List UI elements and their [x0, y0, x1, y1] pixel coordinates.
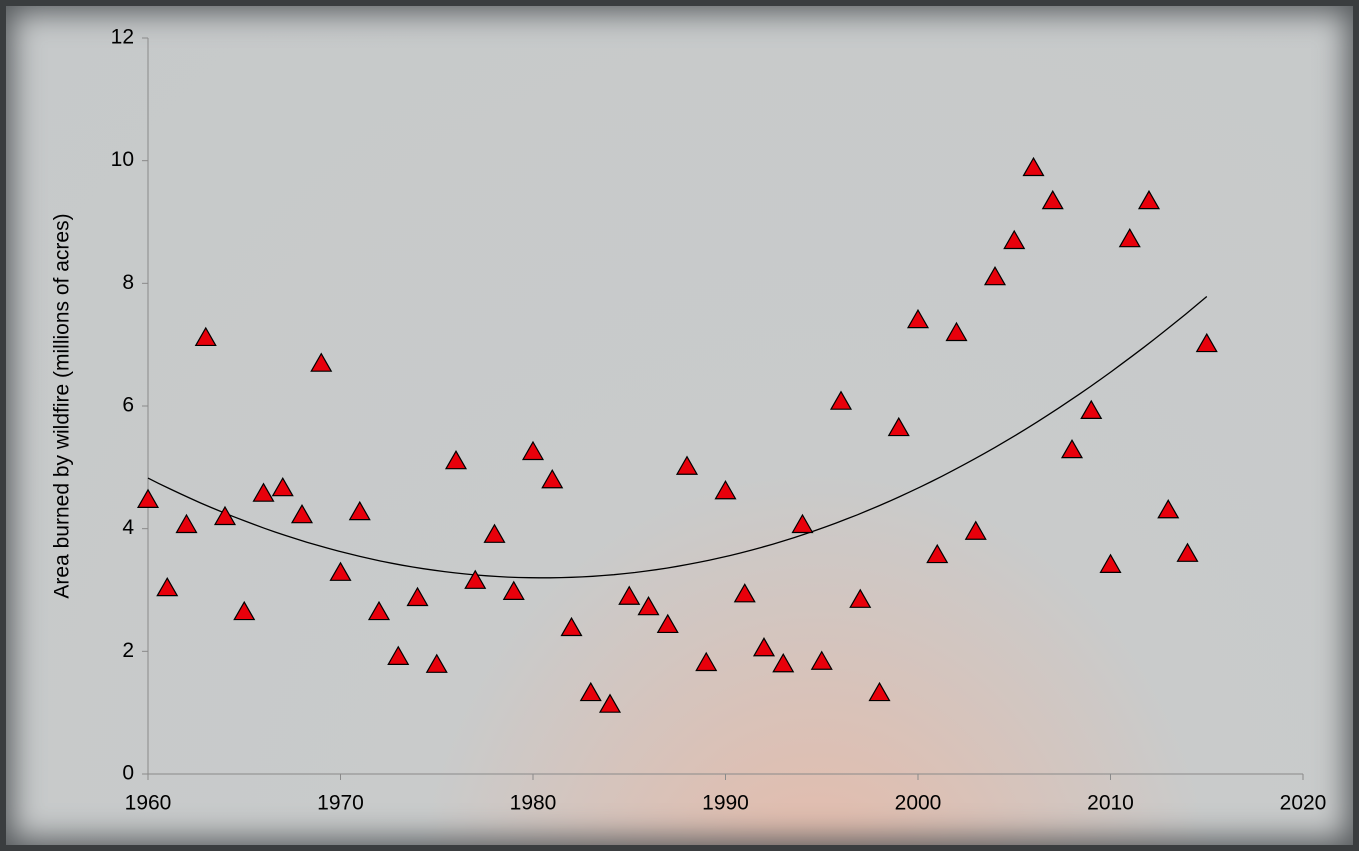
- marker: [485, 525, 505, 543]
- x-tick-label: 1990: [702, 792, 749, 815]
- marker: [196, 328, 216, 346]
- marker: [908, 310, 928, 328]
- marker: [177, 515, 197, 533]
- marker: [562, 618, 582, 636]
- y-axis-label: Area burned by wildfire (millions of acr…: [51, 213, 74, 598]
- x-tick-label: 1960: [125, 792, 172, 815]
- marker: [408, 588, 428, 606]
- marker: [600, 695, 620, 713]
- marker: [350, 502, 370, 520]
- marker: [927, 545, 947, 563]
- marker: [1158, 500, 1178, 518]
- y-tick-label: 10: [111, 148, 134, 171]
- marker: [542, 470, 562, 488]
- marker: [1004, 231, 1024, 249]
- marker: [985, 267, 1005, 285]
- marker: [446, 451, 466, 469]
- marker: [1062, 440, 1082, 458]
- marker: [773, 654, 793, 672]
- marker: [388, 647, 408, 665]
- y-tick-label: 0: [122, 762, 134, 785]
- marker: [966, 522, 986, 540]
- trendline: [148, 297, 1207, 578]
- marker: [427, 655, 447, 673]
- marker: [504, 582, 524, 600]
- marker: [619, 587, 639, 605]
- marker: [677, 457, 697, 475]
- marker: [716, 481, 736, 499]
- marker: [157, 578, 177, 596]
- marker: [292, 505, 312, 523]
- marker: [870, 683, 890, 701]
- y-tick-label: 6: [122, 394, 134, 417]
- marker: [331, 563, 351, 581]
- marker: [1178, 544, 1198, 562]
- marker: [581, 683, 601, 701]
- chart: Area burned by wildfire (millions of acr…: [0, 0, 1359, 851]
- marker: [234, 602, 254, 620]
- y-tick-label: 4: [122, 516, 134, 539]
- marker: [639, 597, 659, 615]
- x-tick-label: 2010: [1087, 792, 1134, 815]
- marker: [889, 418, 909, 436]
- marker: [793, 515, 813, 533]
- marker: [947, 323, 967, 341]
- marker: [696, 653, 716, 671]
- y-tick-label: 12: [111, 26, 134, 49]
- marker: [754, 638, 774, 656]
- marker: [1120, 229, 1140, 247]
- y-tick-label: 2: [122, 639, 134, 662]
- marker: [658, 615, 678, 633]
- marker: [523, 442, 543, 460]
- x-tick-label: 1980: [510, 792, 557, 815]
- marker: [369, 602, 389, 620]
- marker: [812, 652, 832, 670]
- marker: [311, 354, 331, 372]
- marker: [465, 571, 485, 589]
- marker: [1197, 334, 1217, 352]
- x-tick-label: 1970: [317, 792, 364, 815]
- marker: [1139, 191, 1159, 209]
- marker: [831, 392, 851, 410]
- marker: [850, 590, 870, 608]
- marker: [1101, 555, 1121, 573]
- y-tick-label: 8: [122, 271, 134, 294]
- marker: [273, 478, 293, 496]
- marker: [1043, 191, 1063, 209]
- marker: [254, 484, 274, 502]
- marker: [138, 490, 158, 508]
- x-tick-label: 2000: [895, 792, 942, 815]
- marker: [1024, 158, 1044, 176]
- marker: [1081, 401, 1101, 419]
- marker: [735, 584, 755, 602]
- x-tick-label: 2020: [1280, 792, 1327, 815]
